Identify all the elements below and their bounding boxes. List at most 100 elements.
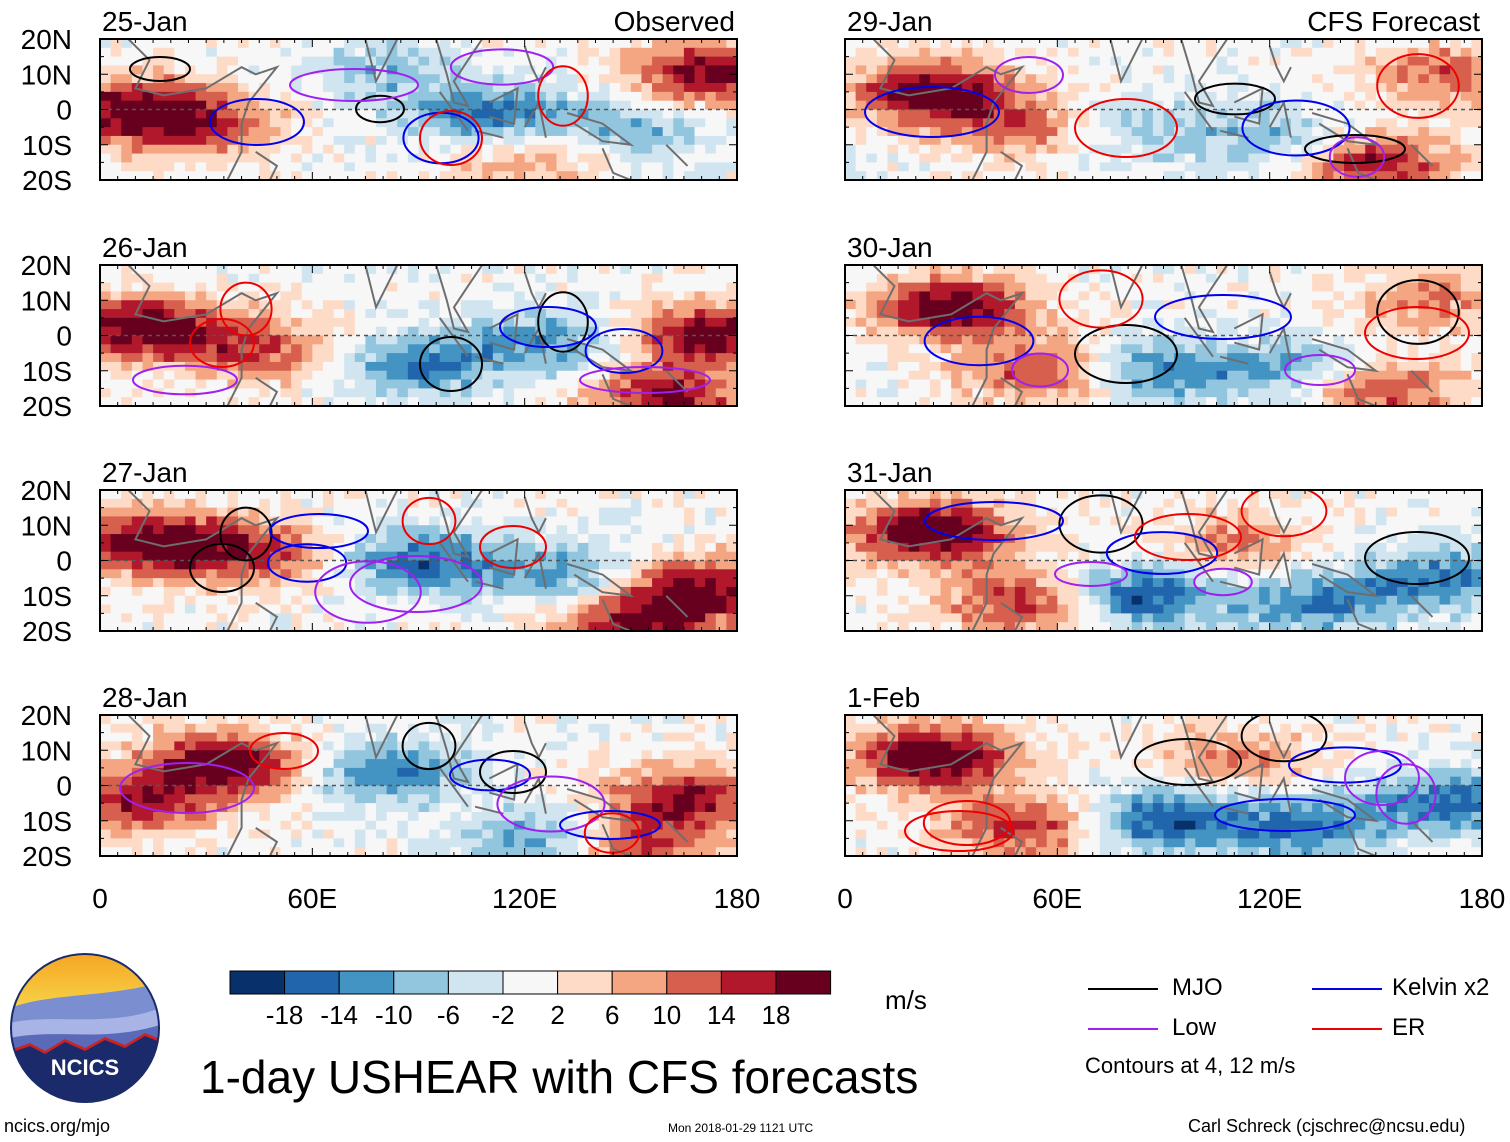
field-cell bbox=[683, 135, 696, 146]
field-cell bbox=[630, 847, 643, 856]
field-cell bbox=[641, 560, 653, 570]
field-cell bbox=[683, 370, 696, 381]
field-cell bbox=[1205, 118, 1218, 128]
field-cell bbox=[301, 135, 313, 146]
field-cell bbox=[418, 829, 430, 839]
field-cell bbox=[652, 586, 664, 597]
field-cell bbox=[397, 317, 409, 328]
field-cell bbox=[1142, 118, 1154, 128]
field-cell bbox=[184, 326, 197, 337]
field-cell bbox=[206, 83, 218, 93]
field-cell bbox=[620, 56, 632, 67]
field-cell bbox=[1333, 91, 1345, 102]
field-cell bbox=[887, 83, 899, 93]
field-cell bbox=[216, 578, 228, 588]
field-cell bbox=[535, 127, 547, 137]
field-cell bbox=[439, 490, 451, 500]
field-cell bbox=[609, 361, 621, 372]
field-cell bbox=[100, 820, 112, 831]
field-cell bbox=[333, 595, 345, 606]
field-cell bbox=[301, 820, 313, 831]
field-cell bbox=[386, 109, 398, 119]
field-cell bbox=[620, 335, 632, 345]
field-cell bbox=[354, 39, 367, 49]
field-cell bbox=[503, 715, 515, 725]
field-cell bbox=[524, 569, 536, 579]
field-cell bbox=[694, 776, 706, 787]
field-cell bbox=[216, 273, 228, 284]
field-cell bbox=[142, 811, 154, 822]
field-cell bbox=[312, 353, 324, 363]
field-cell bbox=[142, 153, 154, 163]
field-cell bbox=[163, 767, 175, 778]
field-cell bbox=[673, 732, 685, 743]
field-cell bbox=[131, 109, 144, 119]
field-cell bbox=[556, 335, 568, 345]
field-cell bbox=[641, 291, 653, 301]
field-cell bbox=[471, 361, 483, 372]
field-cell bbox=[683, 379, 696, 389]
field-cell bbox=[1067, 56, 1080, 67]
coastline bbox=[364, 265, 399, 311]
field-cell bbox=[259, 838, 271, 848]
field-cell bbox=[184, 162, 197, 172]
field-cell bbox=[535, 595, 547, 606]
field-cell bbox=[110, 741, 122, 751]
field-cell bbox=[121, 595, 133, 606]
field-cell bbox=[333, 741, 345, 751]
field-cell bbox=[429, 498, 441, 509]
field-cell bbox=[195, 586, 207, 597]
field-cell bbox=[301, 551, 313, 562]
field-cell bbox=[184, 542, 197, 553]
field-cell bbox=[397, 83, 409, 93]
field-cell bbox=[153, 144, 165, 155]
field-cell bbox=[174, 379, 186, 389]
field-cell bbox=[407, 604, 420, 614]
field-cell bbox=[142, 715, 154, 725]
field-cell bbox=[855, 65, 867, 75]
field-cell bbox=[184, 507, 197, 518]
field-cell bbox=[195, 397, 207, 406]
field-cell bbox=[333, 534, 345, 544]
field-cell bbox=[460, 847, 473, 856]
field-cell bbox=[641, 551, 653, 562]
field-cell bbox=[940, 109, 952, 119]
field-cell bbox=[1439, 100, 1451, 111]
field-cell bbox=[386, 335, 398, 345]
field-cell bbox=[567, 551, 579, 562]
field-cell bbox=[588, 560, 600, 570]
field-cell bbox=[429, 785, 441, 795]
field-cell bbox=[142, 91, 154, 102]
coastline bbox=[488, 86, 519, 125]
field-cell bbox=[1365, 56, 1377, 67]
field-cell bbox=[1089, 91, 1101, 102]
field-cell bbox=[407, 135, 420, 146]
field-cell bbox=[694, 370, 706, 381]
field-cell bbox=[630, 613, 643, 623]
field-cell bbox=[195, 135, 207, 146]
field-cell bbox=[248, 370, 260, 381]
field-cell bbox=[354, 776, 367, 787]
field-cell bbox=[344, 344, 356, 354]
field-cell bbox=[259, 794, 271, 804]
field-cell bbox=[705, 490, 717, 500]
field-cell bbox=[524, 353, 536, 363]
field-cell bbox=[206, 803, 218, 813]
field-cell bbox=[588, 542, 600, 553]
field-cell bbox=[1386, 74, 1398, 84]
field-cell bbox=[439, 56, 451, 67]
field-cell bbox=[588, 551, 600, 562]
field-cell bbox=[238, 715, 250, 725]
field-cell bbox=[100, 542, 112, 553]
field-cell bbox=[174, 613, 186, 623]
field-cell bbox=[683, 47, 696, 58]
field-cell bbox=[322, 91, 335, 102]
field-cell bbox=[439, 171, 451, 180]
field-cell bbox=[450, 794, 462, 804]
field-cell bbox=[887, 65, 899, 75]
field-cell bbox=[386, 162, 398, 172]
field-cell bbox=[598, 83, 611, 93]
field-cell bbox=[429, 370, 441, 381]
field-cell bbox=[1460, 83, 1472, 93]
field-cell bbox=[1301, 83, 1313, 93]
